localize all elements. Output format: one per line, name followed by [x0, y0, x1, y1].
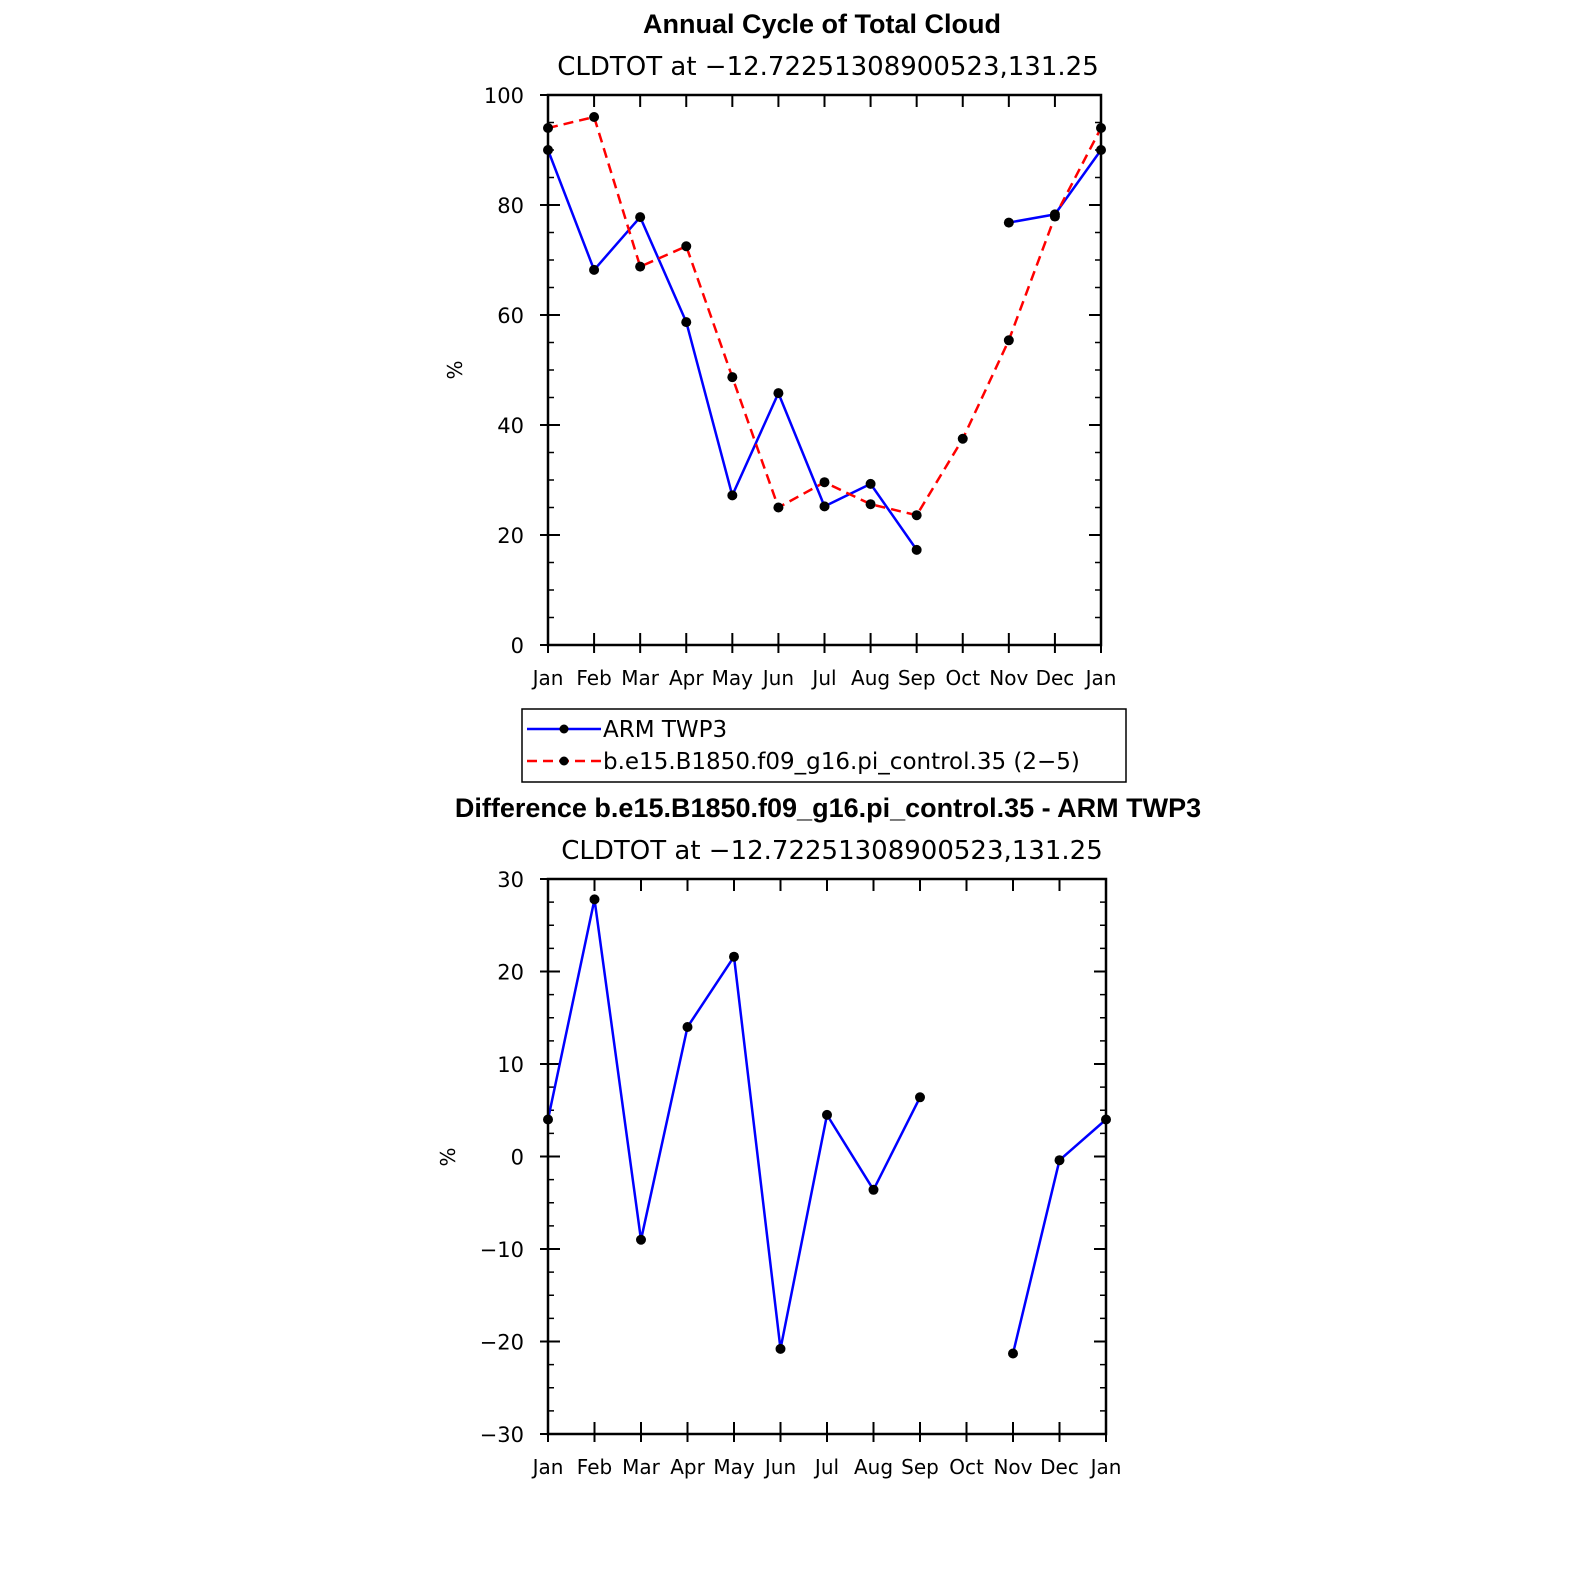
y-tick-label: 40 [497, 414, 524, 438]
x-tick-label: Jan [1084, 666, 1117, 690]
y-axis-label: % [443, 360, 467, 379]
data-point-1 [819, 477, 830, 488]
plot-frame [546, 93, 1103, 647]
data-point-1 [681, 241, 692, 252]
data-point-1 [957, 433, 968, 444]
data-point-0 [1008, 1348, 1018, 1359]
x-tick-label: Jan [531, 666, 564, 690]
chart-subtitle: CLDTOT at −12.72251308900523,131.25 [557, 52, 1099, 82]
data-point-0 [773, 388, 784, 399]
x-tick-label: Mar [621, 666, 660, 690]
axis-ticks [540, 94, 1102, 653]
x-tick-label: Oct [945, 666, 980, 690]
annual-cycle-chart: Annual Cycle of Total Cloud CLDTOT at −1… [443, 9, 1116, 690]
data-point-0 [819, 501, 830, 512]
x-tick-label: Mar [622, 1455, 661, 1479]
legend-box [521, 708, 1127, 783]
data-point-0 [635, 212, 646, 223]
x-tick-label: Nov [993, 1455, 1032, 1479]
y-tick-label: 0 [511, 1146, 524, 1170]
x-tick-label: Feb [577, 1455, 612, 1479]
series-line-0 [1011, 1118, 1107, 1354]
x-tick-label: Jan [531, 1455, 564, 1479]
x-tick-label: Jan [1089, 1455, 1122, 1479]
x-tick-label: Sep [898, 666, 936, 690]
y-tick-label: 100 [484, 84, 524, 108]
data-point-1 [865, 499, 876, 510]
x-tick-label: Jul [813, 1455, 839, 1479]
data-point-0 [1003, 217, 1014, 228]
series-layer [543, 894, 1111, 1359]
y-tick-label: −30 [480, 1423, 524, 1447]
series-line-0 [546, 898, 922, 1351]
y-tick-label: 80 [497, 194, 524, 218]
chart-subtitle: CLDTOT at −12.72251308900523,131.25 [561, 836, 1103, 866]
data-point-1 [727, 372, 738, 383]
data-point-1 [1003, 335, 1014, 346]
x-tick-label: Oct [949, 1455, 984, 1479]
x-tick-label: Dec [1040, 1455, 1079, 1479]
data-point-0 [775, 1343, 786, 1354]
legend-label-arm: ARM TWP3 [603, 717, 727, 743]
legend-marker-model [559, 756, 569, 766]
series-layer [543, 112, 1106, 555]
data-point-0 [865, 478, 876, 489]
y-tick-label: 0 [511, 634, 524, 658]
x-tick-label: Apr [669, 666, 704, 690]
series-line-0 [546, 149, 918, 551]
data-point-1 [911, 510, 922, 521]
data-point-1 [589, 112, 600, 122]
x-tick-label: May [713, 1455, 755, 1479]
plot-frame [546, 877, 1108, 1436]
data-point-0 [911, 544, 922, 555]
x-tick-label: Jun [761, 666, 794, 690]
axis-labels: 0 20 40 60 80 100 Jan Feb Mar Apr May Jun Jul Aug Sep O… [484, 84, 1117, 690]
y-tick-label: −10 [480, 1238, 524, 1262]
data-point-0 [727, 490, 738, 501]
legend: ARM TWP3 b.e15.B1850.f09_g16.pi_control.… [521, 708, 1127, 783]
y-tick-label: 20 [497, 524, 524, 548]
y-axis-label: % [436, 1147, 460, 1166]
y-tick-label: 10 [497, 1053, 524, 1077]
x-tick-label: Sep [901, 1455, 939, 1479]
x-tick-label: Dec [1036, 666, 1075, 690]
data-point-1 [773, 502, 784, 513]
data-point-0 [682, 1022, 693, 1032]
data-point-0 [915, 1092, 925, 1103]
x-tick-label: May [712, 666, 754, 690]
y-tick-label: 20 [497, 961, 524, 985]
y-tick-label: 60 [497, 304, 524, 328]
x-tick-label: Nov [989, 666, 1028, 690]
chart-title: Annual Cycle of Total Cloud [643, 9, 1001, 39]
data-point-0 [681, 317, 692, 328]
difference-chart: Difference b.e15.B1850.f09_g16.pi_contro… [436, 793, 1201, 1479]
chart-title: Difference b.e15.B1850.f09_g16.pi_contro… [455, 793, 1201, 823]
data-point-0 [1054, 1155, 1065, 1166]
x-tick-label: Aug [851, 666, 890, 690]
x-tick-label: Aug [854, 1455, 893, 1479]
y-tick-label: −20 [480, 1331, 524, 1355]
data-point-0 [822, 1109, 832, 1120]
y-tick-label: 30 [497, 868, 524, 892]
data-point-1 [635, 261, 646, 272]
axis-labels: −30 −20 −10 0 10 20 30 Jan Feb Mar Apr May Jun Jul Aug… [480, 868, 1122, 1479]
data-point-1 [1049, 211, 1060, 222]
legend-marker-arm [559, 724, 569, 734]
data-point-0 [868, 1184, 879, 1195]
data-point-0 [729, 951, 739, 962]
data-point-0 [636, 1234, 646, 1245]
data-point-0 [589, 894, 600, 905]
series-line-1 [547, 115, 1103, 517]
legend-label-model: b.e15.B1850.f09_g16.pi_control.35 (2−5) [603, 749, 1080, 775]
data-point-0 [589, 264, 600, 275]
x-tick-label: Feb [576, 666, 611, 690]
x-tick-label: Apr [670, 1455, 705, 1479]
axis-ticks [540, 878, 1107, 1442]
x-tick-label: Jul [810, 666, 836, 690]
x-tick-label: Jun [763, 1455, 796, 1479]
